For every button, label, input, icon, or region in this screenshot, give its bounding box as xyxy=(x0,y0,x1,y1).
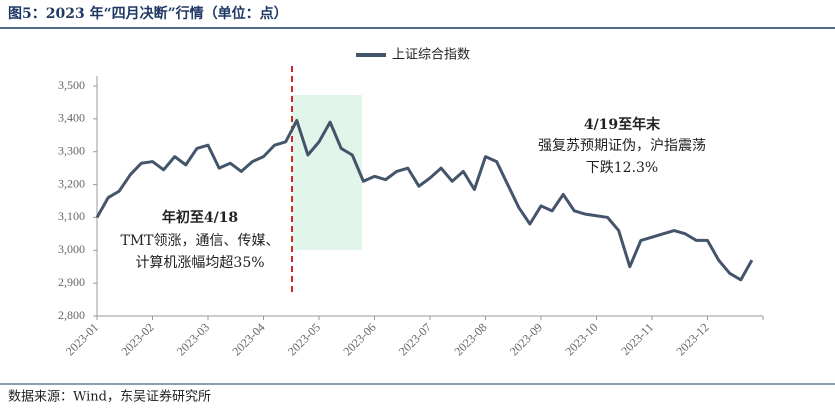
highlight-region xyxy=(292,95,362,250)
data-line xyxy=(95,119,754,282)
y-tick-label: 3,000 xyxy=(58,242,85,256)
y-tick-label: 3,200 xyxy=(58,176,85,190)
source-note: 数据来源：Wind，东吴证券研究所 xyxy=(8,389,211,405)
y-tick-label: 3,400 xyxy=(58,111,85,125)
x-tick-label: 2023-01 xyxy=(63,320,101,358)
x-tick-label: 2023-10 xyxy=(562,320,600,358)
x-tick-label: 2023-06 xyxy=(340,320,378,358)
x-tick-label: 2023-05 xyxy=(285,320,323,358)
annotation-title: 年初至4/18 xyxy=(162,209,238,226)
x-tick-label: 2023-02 xyxy=(118,320,156,358)
x-tick-label: 2023-04 xyxy=(229,320,267,358)
y-tick-label: 3,300 xyxy=(58,143,85,157)
x-tick-label: 2023-11 xyxy=(618,320,656,358)
annotation-title: 4/19至年末 xyxy=(584,116,661,133)
x-tick-label: 2023-12 xyxy=(673,320,711,358)
annotation-text: 计算机涨幅均超35% xyxy=(135,255,264,271)
x-tick-label: 2023-07 xyxy=(396,320,434,358)
y-tick-label: 2,900 xyxy=(58,275,85,289)
annotation-text: 强复苏预期证伪，沪指震荡 xyxy=(538,137,706,154)
x-tick-label: 2023-08 xyxy=(451,320,489,358)
x-tick-label: 2023-09 xyxy=(507,320,545,358)
annotation-text: TMT领涨，通信、传媒、 xyxy=(120,233,279,249)
chart-title: 图5：2023 年“四月决断”行情（单位：点） xyxy=(8,5,288,22)
y-tick-label: 3,100 xyxy=(58,209,85,223)
annotation-text: 下跌12.3% xyxy=(586,160,658,176)
y-tick-label: 3,500 xyxy=(58,78,85,92)
x-tick-label: 2023-03 xyxy=(174,320,212,358)
legend-label: 上证综合指数 xyxy=(392,48,470,63)
y-tick-label: 2,800 xyxy=(58,308,85,322)
